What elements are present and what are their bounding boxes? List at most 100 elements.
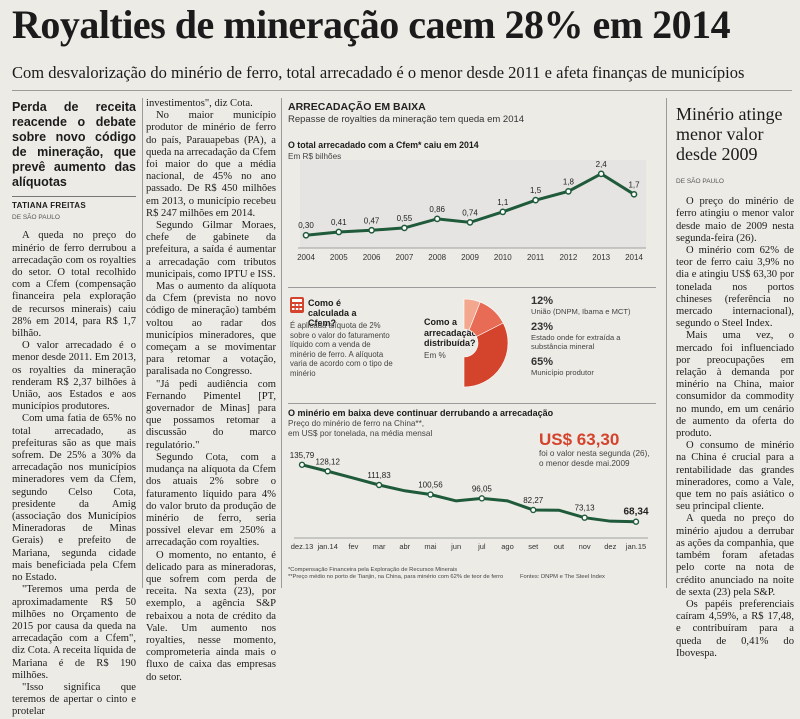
data-label: 96,05 — [472, 484, 493, 493]
left-column: Perda de receita reacende o debate sobre… — [12, 100, 136, 719]
x-tick-label: 2014 — [625, 253, 643, 262]
lead-text: Perda de receita reacende o debate sobre… — [12, 100, 136, 189]
divider — [288, 403, 656, 404]
data-point — [530, 506, 537, 514]
x-tick-label: 2005 — [330, 253, 348, 262]
paragraph: investimentos", diz Cota. — [146, 98, 253, 109]
paragraph: O momento, no entanto, é delicado para a… — [146, 549, 276, 683]
headline: Royalties de mineração caem 28% em 2014 — [12, 2, 731, 47]
divider — [12, 90, 792, 91]
chart2-subtitle-1: Preço do minério de ferro na China**, — [288, 419, 425, 428]
sidebar-column: DE SÃO PAULO O preço do minério de ferro… — [676, 176, 794, 660]
paragraph: Mas o aumento da alíquota da Cfem (previ… — [146, 281, 276, 378]
data-label: 0,41 — [331, 218, 347, 227]
pie-legend-pct: 12% — [531, 295, 554, 307]
x-tick-label: nov — [579, 542, 591, 551]
article-body-left: A queda no preço do minério de ferro der… — [12, 230, 136, 718]
data-point — [478, 495, 486, 502]
column-divider — [142, 98, 143, 588]
data-point — [499, 208, 507, 216]
data-point — [433, 215, 441, 223]
pie-legend-label: União (DNPM, Ibama e MCT) — [531, 307, 631, 316]
data-label: 1,5 — [530, 186, 542, 195]
data-label: 73,13 — [575, 504, 596, 513]
paragraph: No maior município produtor de minério d… — [146, 110, 276, 219]
distribution-pie-chart — [463, 298, 509, 388]
pie-calc-description: É aplicada alíquota de 2% sobre o valor … — [290, 321, 393, 378]
pie-legend: 12% União (DNPM, Ibama e MCT) 23% Estado on… — [531, 295, 656, 382]
paragraph: O preço do minério de ferro atingiu o me… — [676, 196, 794, 244]
paragraph: Segundo Gilmar Moraes, chefe de gabinete… — [146, 220, 276, 280]
data-label: 0,47 — [364, 216, 380, 225]
data-point — [581, 514, 588, 521]
calculator-icon — [290, 297, 304, 313]
pie-legend-label: Município produtor — [531, 368, 594, 377]
x-tick-label: abr — [399, 542, 410, 551]
paragraph: O consumo de minério na China é crucial … — [676, 440, 794, 513]
paragraph: O minério com 62% de teor de ferro caiu … — [676, 245, 794, 330]
paragraph: "Isso significa que teremos de apertar o… — [12, 681, 136, 718]
chart2-title: O minério em baixa deve continuar derrub… — [288, 408, 554, 418]
pie-legend-pct: 65% — [531, 356, 554, 368]
article-body-middle: investimentos", diz Cota. No maior municí… — [146, 98, 276, 684]
x-tick-label: jan.14 — [316, 542, 337, 551]
graphic-section-title: ARRECADAÇÃO EM BAIXA — [288, 101, 426, 113]
paragraph: Mais uma vez, o mercado foi influenciado… — [676, 330, 794, 440]
data-label: 1,7 — [628, 180, 640, 189]
dateline: DE SÃO PAULO — [12, 214, 60, 222]
x-tick-label: 2012 — [560, 253, 578, 262]
data-point — [324, 468, 331, 475]
x-tick-label: 2011 — [527, 253, 545, 262]
sidebar-dateline: DE SÃO PAULO — [676, 178, 724, 185]
pie-legend-item: 12% União (DNPM, Ibama e MCT) — [531, 295, 656, 316]
data-point — [302, 231, 310, 239]
pie-legend-item: 23% Estado onde for extraída a substância… — [531, 321, 656, 351]
data-label: 0,86 — [429, 205, 445, 214]
royalties-line-chart: 0,30 2004 0,41 2005 0,47 2006 0,55 2007 0,86 2008… — [297, 160, 646, 262]
data-point — [597, 170, 605, 178]
x-tick-label: dez — [604, 542, 616, 551]
data-label: 128,12 — [315, 457, 340, 466]
data-point — [298, 461, 306, 468]
x-tick-label: out — [554, 542, 565, 551]
x-tick-label: 2007 — [396, 253, 414, 262]
x-tick-label: set — [528, 542, 539, 551]
x-tick-label: fev — [348, 542, 358, 551]
sidebar-body: O preço do minério de ferro atingiu o me… — [676, 196, 794, 660]
middle-column: investimentos", diz Cota. No maior municí… — [146, 98, 276, 684]
paragraph: A queda no preço do minério ajudou a der… — [676, 513, 794, 598]
pie-legend-pct: 23% — [531, 321, 554, 333]
paragraph: Segundo Cota, com a mudança na alíquota … — [146, 451, 276, 549]
data-point — [630, 190, 638, 198]
subheadline: Com desvalorização do minério de ferro, … — [12, 63, 745, 82]
x-tick-label: 2013 — [592, 253, 610, 262]
data-label: 0,30 — [298, 221, 314, 230]
x-tick-label: mar — [373, 542, 386, 551]
column-divider — [281, 98, 282, 588]
data-point — [466, 219, 474, 226]
data-point — [532, 196, 539, 204]
sidebar-title: Minério atinge menor valor desde 2009 — [676, 104, 783, 164]
x-tick-label: ago — [501, 542, 514, 551]
graphic-subtitle: Repasse de royalties da mineração tem qu… — [288, 114, 525, 125]
data-label: 2,4 — [596, 160, 608, 169]
data-point — [335, 228, 343, 236]
paragraph: Os papéis preferenciais caíram 4,59%, a … — [676, 598, 794, 659]
chart2-subtitle-2: em US$ por tonelada, na média mensal — [288, 429, 433, 438]
iron-ore-price-chart: 135,79 dez.13 128,12 jan.14 fev 111,83 mar abr 1… — [290, 451, 649, 551]
data-label: 68,34 — [623, 507, 648, 518]
paragraph: "Teremos uma perda de aproximadamente R$… — [12, 584, 136, 681]
data-label: 135,79 — [290, 451, 315, 460]
sources: Fontes: DNPM e The Steel Index — [520, 574, 605, 580]
chart1-unit: Em R$ bilhões — [288, 152, 342, 161]
x-tick-label: 2010 — [494, 253, 512, 262]
footnote-2: **Preço médio no porto de Tianjin, na Ch… — [288, 574, 504, 580]
data-label: 1,8 — [563, 177, 575, 186]
x-tick-label: mai — [424, 542, 436, 551]
x-tick-label: jan.15 — [625, 542, 646, 551]
x-tick-label: jun — [450, 542, 461, 551]
data-label: 82,27 — [523, 496, 544, 505]
pie-legend-label: Estado onde for extraída a substância mi… — [531, 333, 621, 351]
chart2-callout-text-1: foi o valor nesta segunda (26), — [539, 449, 650, 458]
column-divider — [666, 98, 667, 588]
